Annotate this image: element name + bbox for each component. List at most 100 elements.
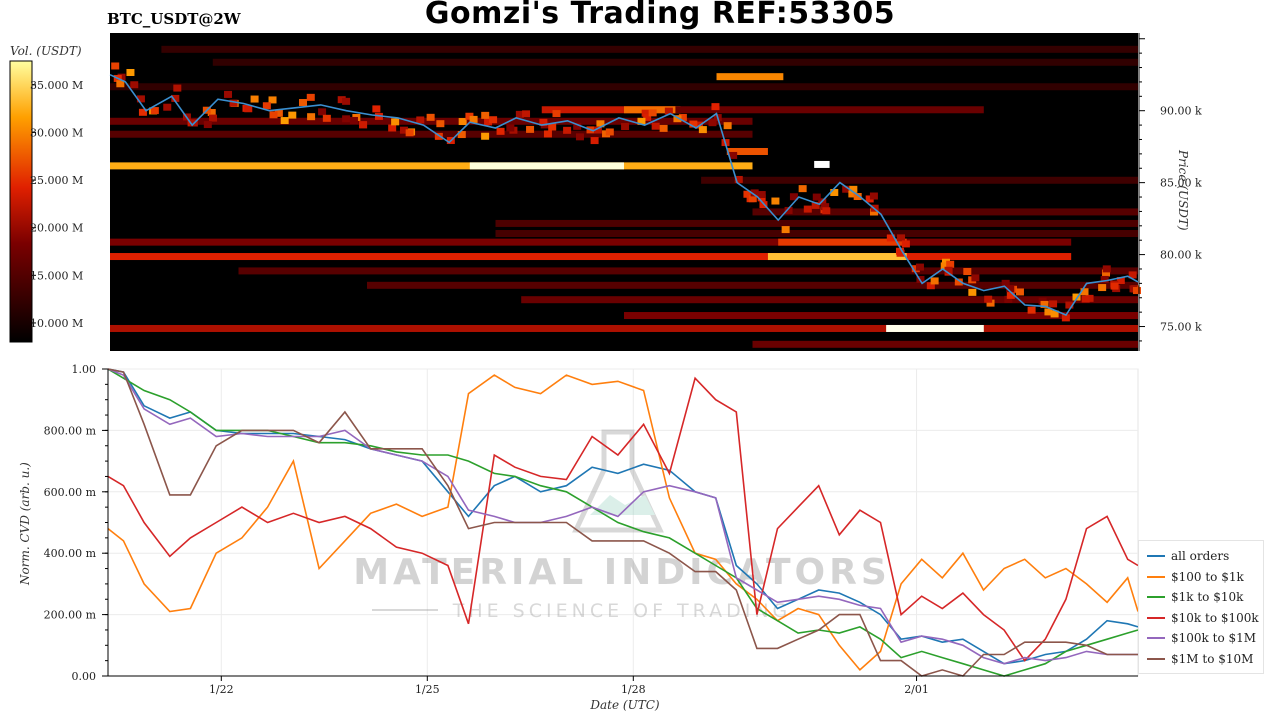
heatmap-cell (659, 124, 668, 132)
watermark-brand: MATERIAL INDICATORS (353, 552, 891, 593)
heatmap-cell (865, 195, 874, 203)
liquidity-band (367, 281, 1138, 289)
heatmap-cell (1080, 288, 1089, 296)
heatmap-cell (798, 185, 807, 193)
heatmap-cell (1110, 282, 1119, 290)
heatmap-cell (358, 121, 367, 129)
date-tick-label: 2/01 (904, 683, 929, 696)
heatmap-cell (130, 81, 139, 89)
heatmap-cell (1061, 314, 1070, 322)
liquidity-band (110, 162, 753, 170)
heatmap-cell (203, 121, 212, 129)
heatmap-cell (678, 113, 687, 121)
heatmap-cell (573, 122, 582, 130)
heatmap-cell (416, 116, 425, 124)
heatmap-cell (481, 111, 490, 119)
heatmap-cell (971, 274, 980, 282)
legend-label: $1M to $10M (1171, 651, 1254, 666)
heatmap-cell (171, 94, 180, 102)
liquidity-band (752, 208, 1138, 216)
price-axis: 75.00 k 80.00 k 85.00 k 90.00 k (1138, 33, 1202, 351)
heatmap-cell (515, 110, 524, 118)
legend-swatch (1147, 657, 1165, 660)
heatmap-cell (548, 123, 557, 131)
cvd-line (107, 368, 1138, 665)
cvd-tick-label: 600.00 m (44, 486, 97, 499)
price-tick-label: 85.00 k (1160, 177, 1202, 190)
heatmap-cell (465, 112, 474, 120)
watermark-tagline: THE SCIENCE OF TRADING (452, 600, 792, 622)
heatmap-cell (771, 197, 780, 205)
pair-label: BTC_USDT@2W (107, 10, 241, 28)
heatmap-cell (111, 62, 120, 70)
liquidity-band (110, 83, 1138, 91)
heatmap-cell (897, 234, 906, 242)
heatmap-cell (399, 126, 408, 134)
heatmap-cell (288, 111, 297, 119)
liquidity-band (716, 73, 784, 81)
heatmap-cell (405, 129, 414, 137)
cvd-tick-label: 200.00 m (44, 609, 97, 622)
liquidity-band (675, 106, 984, 114)
heatmap-cell (1040, 300, 1049, 308)
liquidity-band (752, 340, 1138, 348)
heatmap-cell (811, 201, 820, 209)
flask-liquid-icon (590, 495, 655, 515)
heatmap-cell (1072, 293, 1081, 301)
cvd-series (107, 368, 1139, 677)
heatmap-cell (1102, 269, 1111, 277)
liquidity-band (110, 253, 1072, 261)
date-tick-label: 1/25 (415, 683, 440, 696)
heatmap-cell (946, 260, 955, 268)
heatmap-cell (522, 110, 531, 118)
heatmap-cell (849, 185, 858, 193)
heatmap-cell (426, 113, 435, 121)
legend-item: $10k to $100k (1147, 609, 1259, 627)
heatmap-cell (673, 115, 682, 123)
heatmap-cell (784, 206, 793, 214)
heatmap-cell (484, 118, 493, 126)
heatmap-cell (1100, 275, 1109, 283)
heatmap-cell (496, 127, 505, 135)
heatmap-cell (349, 116, 358, 124)
colorbar-tick-label: 30.000 M (30, 126, 83, 139)
heatmap-cell (812, 193, 821, 201)
heatmap-cell (593, 126, 602, 134)
legend-label: all orders (1171, 549, 1230, 563)
heatmap-cell (207, 109, 216, 117)
heatmap-cell (1006, 291, 1015, 299)
heatmap-cell (986, 299, 995, 307)
liquidity-band (521, 296, 1138, 304)
liquidity-band (701, 176, 1138, 184)
heatmap-cell (229, 99, 238, 107)
liquidity-band (495, 230, 1138, 238)
heatmap-cell (1065, 301, 1074, 309)
legend: all orders $100 to $1k $1k to $10k $10k to … (1138, 540, 1264, 674)
colorbar-tick-label: 35.000 M (30, 79, 83, 92)
heatmap-cell (506, 124, 515, 132)
heatmap-cell (968, 288, 977, 296)
liquidity-band (161, 45, 1138, 53)
heatmap-cell (469, 115, 478, 123)
heatmap-cell (209, 114, 218, 122)
heatmap-cell (944, 266, 953, 274)
heatmap-cell (853, 193, 862, 201)
watermark: MATERIAL INDICATORS THE SCIENCE OF TRADI… (353, 429, 891, 622)
heatmap-cell (1081, 295, 1090, 303)
liquidity-band (110, 324, 1138, 332)
heatmap-cell (605, 128, 614, 136)
heatmap-cell (268, 96, 277, 104)
heatmap-cell (941, 258, 950, 266)
heatmap-cell (126, 68, 135, 76)
heatmap-cell (748, 195, 757, 203)
heatmap-cell (1015, 288, 1024, 296)
heatmap-cell (250, 95, 259, 103)
date-tick-label: 1/28 (621, 683, 646, 696)
legend-label: $100 to $1k (1171, 569, 1244, 584)
heatmap-cell (757, 191, 766, 199)
heatmap-cell (262, 102, 271, 110)
heatmap-cell (274, 109, 283, 117)
heatmap-cell (821, 203, 830, 211)
heatmap-cell (489, 116, 498, 124)
